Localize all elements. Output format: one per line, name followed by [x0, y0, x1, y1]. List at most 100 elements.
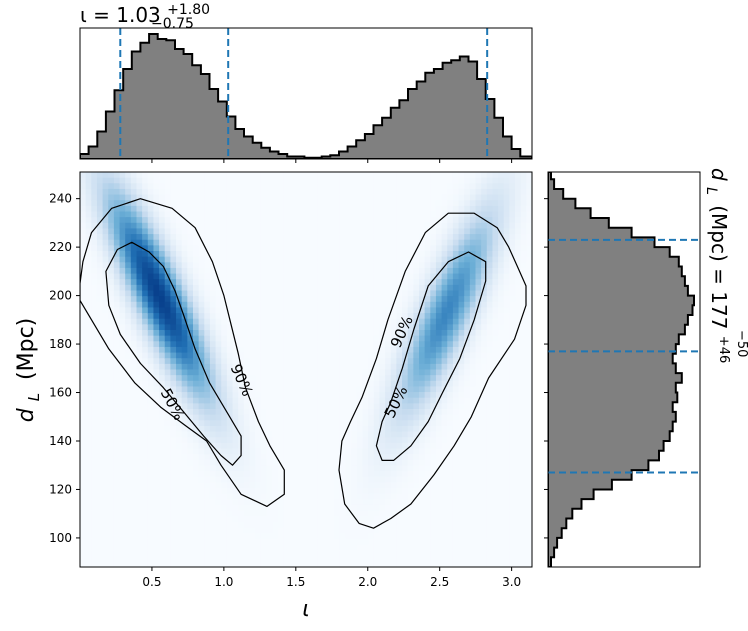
heatmap-cell — [255, 397, 262, 404]
heatmap-cell — [475, 177, 482, 184]
heatmap-cell — [430, 465, 437, 472]
heatmap-cell — [306, 409, 313, 416]
heatmap-cell — [447, 510, 454, 517]
heatmap-cell — [396, 313, 403, 320]
heatmap-cell — [289, 211, 296, 218]
heatmap-cell — [96, 239, 104, 246]
heatmap-cell — [419, 533, 426, 540]
heatmap-cell — [441, 217, 448, 224]
heatmap-cell — [170, 471, 177, 478]
heatmap-cell — [390, 279, 397, 286]
heatmap-cell — [181, 420, 188, 427]
heatmap-cell — [130, 183, 138, 190]
heatmap-cell — [85, 363, 92, 371]
heatmap-cell — [170, 307, 177, 314]
heatmap-cell — [306, 177, 313, 184]
heatmap-cell — [204, 380, 211, 388]
heatmap-cell — [113, 409, 121, 416]
heatmap-cell — [373, 330, 381, 337]
heatmap-cell — [430, 256, 437, 263]
heatmap-cell — [96, 296, 104, 303]
heatmap-cell — [306, 392, 313, 399]
heatmap-cell — [345, 397, 352, 404]
heatmap-cell — [481, 211, 488, 218]
heatmap-cell — [339, 183, 347, 190]
heatmap-cell — [396, 392, 403, 399]
heatmap-cell — [413, 465, 420, 472]
heatmap-cell — [136, 527, 143, 534]
heatmap-cell — [447, 188, 454, 196]
heatmap-cell — [283, 318, 290, 325]
heatmap-cell — [153, 516, 160, 523]
heatmap-cell — [334, 499, 341, 506]
heatmap-cell — [300, 200, 307, 207]
heatmap-cell — [424, 290, 431, 297]
heatmap-cell — [419, 448, 426, 455]
heatmap-cell — [255, 521, 262, 529]
heatmap-cell — [91, 256, 98, 263]
heatmap-cell — [198, 409, 205, 416]
heatmap-cell — [159, 386, 166, 393]
heatmap-cell — [300, 397, 307, 404]
heatmap-cell — [334, 533, 341, 540]
heatmap-cell — [452, 267, 460, 275]
heatmap-cell — [277, 504, 284, 512]
heatmap-cell — [351, 442, 358, 450]
heatmap-cell — [294, 409, 301, 416]
heatmap-cell — [289, 188, 296, 196]
heatmap-cell — [80, 550, 87, 557]
heatmap-cell — [379, 262, 386, 269]
heatmap-cell — [164, 414, 171, 421]
heatmap-cell — [176, 330, 183, 337]
heatmap-cell — [379, 471, 386, 478]
heatmap-cell — [317, 341, 324, 348]
heatmap-cell — [187, 476, 194, 483]
heatmap-cell — [441, 510, 448, 517]
heatmap-cell — [108, 234, 115, 241]
heatmap-cell — [249, 211, 256, 218]
heatmap-cell — [368, 172, 375, 179]
heatmap-cell — [351, 307, 358, 314]
heatmap-cell — [469, 459, 477, 467]
heatmap-cell — [322, 284, 330, 292]
heatmap-cell — [130, 392, 138, 399]
heatmap-cell — [102, 188, 109, 196]
heatmap-cell — [373, 284, 381, 292]
heatmap-cell — [339, 521, 347, 529]
heatmap-cell — [260, 313, 268, 320]
heatmap-cell — [289, 499, 296, 506]
heatmap-cell — [226, 251, 234, 258]
heatmap-cell — [311, 386, 318, 393]
heatmap-cell — [243, 301, 251, 309]
heatmap-cell — [249, 352, 256, 359]
heatmap-cell — [226, 363, 234, 371]
heatmap-cell — [113, 177, 121, 184]
heatmap-cell — [294, 341, 301, 348]
heatmap-cell — [362, 375, 369, 382]
heatmap-cell — [96, 420, 104, 427]
heatmap-cell — [424, 318, 431, 325]
heatmap-cell — [306, 273, 313, 280]
heatmap-cell — [475, 482, 482, 489]
heatmap-cell — [193, 369, 200, 376]
heatmap-cell — [272, 414, 279, 421]
heatmap-cell — [396, 256, 403, 263]
heatmap-cell — [226, 245, 234, 252]
heatmap-cell — [396, 228, 403, 235]
heatmap-cell — [300, 284, 307, 292]
heatmap-cell — [407, 324, 414, 331]
heatmap-cell — [147, 431, 155, 438]
heatmap-cell — [238, 403, 245, 410]
heatmap-cell — [458, 448, 465, 455]
heatmap-cell — [373, 555, 381, 562]
heatmap-cell — [475, 313, 482, 320]
heatmap-cell — [385, 454, 392, 461]
heatmap-cell — [272, 239, 279, 246]
heatmap-cell — [215, 234, 222, 241]
heatmap-cell — [373, 448, 381, 455]
heatmap-cell — [464, 301, 471, 309]
heatmap-cell — [215, 256, 222, 263]
heatmap-cell — [255, 465, 262, 472]
heatmap-cell — [159, 516, 166, 523]
heatmap-cell — [164, 454, 171, 461]
